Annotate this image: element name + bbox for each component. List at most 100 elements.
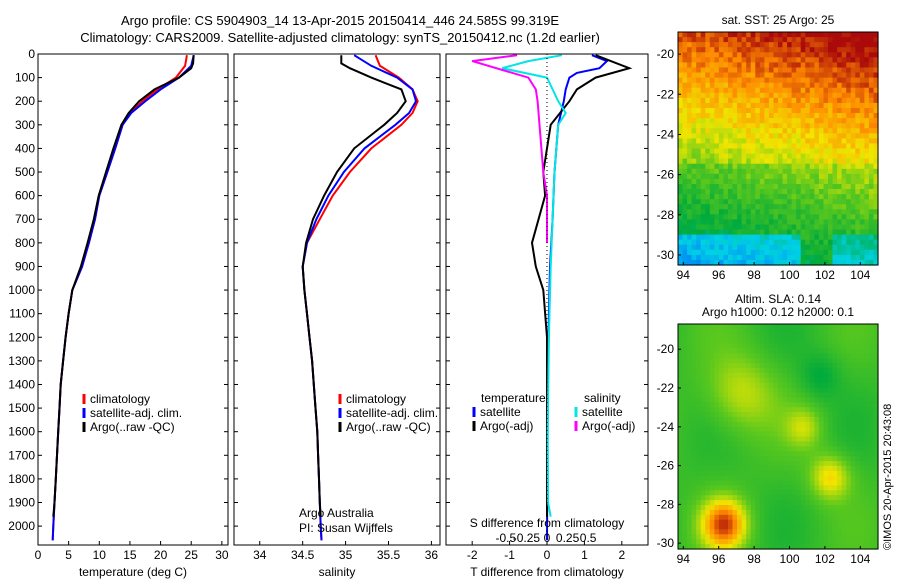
map-cell	[678, 338, 684, 345]
map-cell	[773, 118, 779, 124]
map-cell	[855, 173, 861, 180]
map-cell	[732, 239, 738, 246]
map-cell	[846, 338, 852, 345]
map-cell	[759, 143, 765, 150]
map-cell	[791, 333, 797, 340]
map-cell	[773, 446, 779, 452]
map-cell	[714, 461, 720, 467]
map-cell	[687, 189, 693, 195]
map-cell	[782, 407, 788, 413]
map-cell	[700, 461, 706, 467]
map-cell	[718, 461, 724, 467]
map-cell	[746, 358, 752, 364]
map-cell	[873, 118, 879, 124]
map-cell	[814, 77, 820, 84]
map-cell	[732, 416, 738, 423]
map-cell	[737, 348, 743, 354]
map-cell	[741, 485, 747, 491]
map-cell	[737, 168, 743, 175]
map-cell	[855, 189, 861, 195]
map-cell	[873, 199, 879, 205]
map-cell	[687, 244, 693, 251]
map-cell	[746, 244, 752, 251]
map-cell	[841, 82, 847, 89]
map-cell	[814, 431, 820, 438]
map-cell	[832, 67, 838, 74]
map-cell	[841, 382, 847, 389]
map-cell	[841, 465, 847, 472]
map-cell	[714, 495, 720, 501]
map-cell	[791, 514, 797, 521]
map-cell	[773, 92, 779, 99]
map-cell	[791, 224, 797, 231]
map-cell	[705, 244, 711, 251]
map-cell	[787, 72, 793, 79]
map-cell	[805, 529, 811, 535]
map-cell	[678, 441, 684, 447]
map-cell	[732, 77, 738, 84]
map-cell	[828, 416, 834, 423]
map-cell	[741, 470, 747, 477]
map-cell	[859, 108, 865, 114]
map-cell	[700, 173, 706, 180]
map-cell	[737, 514, 743, 521]
map-cell	[782, 328, 788, 335]
map-cell	[864, 92, 870, 99]
map-cell	[723, 57, 729, 63]
map-cell	[787, 358, 793, 364]
map-cell	[687, 446, 693, 452]
map-cell	[746, 209, 752, 215]
map-cell	[682, 52, 688, 58]
map-cell	[791, 189, 797, 195]
map-cell	[832, 254, 838, 261]
longitude-tick-label: 98	[747, 552, 761, 566]
map-cell	[718, 495, 724, 501]
map-cell	[796, 189, 802, 195]
map-cell	[746, 108, 752, 114]
map-cell	[782, 387, 788, 394]
map-cell	[796, 490, 802, 496]
map-cell	[809, 214, 815, 220]
map-cell	[773, 519, 779, 526]
map-cell	[828, 485, 834, 491]
map-cell	[828, 148, 834, 155]
map-cell	[837, 397, 843, 403]
map-cell	[759, 431, 765, 438]
map-cell	[800, 465, 806, 472]
map-cell	[700, 475, 706, 482]
map-cell	[846, 97, 852, 104]
T-difference-axis-label: T difference from climatology	[470, 565, 624, 579]
map-cell	[687, 534, 693, 540]
map-cell	[755, 490, 761, 496]
map-cell	[678, 372, 684, 379]
map-cell	[723, 123, 729, 129]
map-cell	[859, 412, 865, 418]
map-cell	[714, 490, 720, 496]
map-cell	[868, 519, 874, 526]
map-cell	[782, 509, 788, 516]
salinity-series-line	[301, 55, 407, 517]
map-cell	[828, 234, 834, 241]
map-cell	[759, 363, 765, 369]
map-cell	[718, 97, 724, 104]
map-cell	[741, 184, 747, 190]
map-cell	[850, 412, 856, 418]
map-cell	[800, 199, 806, 205]
map-cell	[759, 189, 765, 195]
map-cell	[846, 514, 852, 521]
map-cell	[818, 224, 824, 231]
map-cell	[778, 377, 784, 384]
map-cell	[705, 204, 711, 210]
map-cell	[709, 358, 715, 364]
map-cell	[800, 529, 806, 535]
map-cell	[718, 524, 724, 530]
map-cell	[864, 407, 870, 413]
map-cell	[728, 178, 734, 185]
map-cell	[678, 426, 684, 433]
map-cell	[832, 465, 838, 472]
map-cell	[864, 254, 870, 261]
map-cell	[818, 57, 824, 63]
map-cell	[832, 249, 838, 256]
map-cell	[700, 505, 706, 511]
map-cell	[846, 431, 852, 438]
